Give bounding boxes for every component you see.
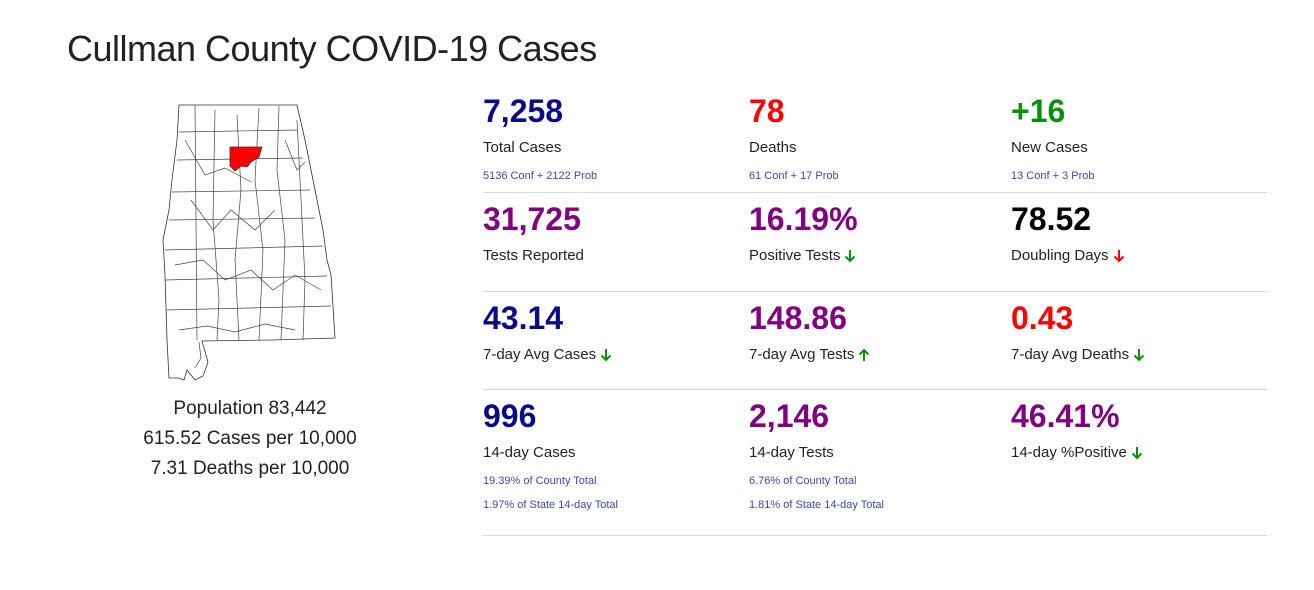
stat-value: 46.41% xyxy=(1011,398,1120,434)
stat-value: 31,725 xyxy=(483,201,581,237)
stat-value: 78.52 xyxy=(1011,201,1092,237)
cases-per-10000-text: 615.52 Cases per 10,000 xyxy=(143,428,357,449)
stat-14day-tests: 2,146 14-day Tests 6.76% of County Total… xyxy=(749,390,1011,535)
stat-label: 14-day %Positive xyxy=(1011,444,1127,461)
deaths-per-10000-text: 7.31 Deaths per 10,000 xyxy=(150,458,350,479)
stat-sub-text: 13 Conf + 3 Prob xyxy=(1011,170,1095,182)
arrow-down-icon xyxy=(1113,250,1124,263)
stat-label: Deaths xyxy=(749,139,797,156)
stat-label: Doubling Days xyxy=(1011,247,1109,264)
stat-tests-reported: 31,725 Tests Reported xyxy=(483,193,749,291)
stat-deaths: 78 Deaths 61 Conf + 17 Prob xyxy=(749,88,1011,192)
arrow-down-icon xyxy=(845,250,856,263)
county-summary: Population 83,442 615.52 Cases per 10,00… xyxy=(100,394,400,484)
stat-sub-text: 61 Conf + 17 Prob xyxy=(749,170,839,182)
stat-label: 14-day Cases xyxy=(483,444,576,461)
stat-7day-avg-cases: 43.14 7-day Avg Cases xyxy=(483,292,749,389)
stat-label: Positive Tests xyxy=(749,247,841,264)
stat-label: 14-day Tests xyxy=(749,444,834,461)
stat-sub-text: 1.97% of State 14-day Total xyxy=(483,499,618,511)
stat-label: 7-day Avg Cases xyxy=(483,346,597,363)
stat-positive-tests: 16.19% Positive Tests xyxy=(749,193,1011,291)
stat-sub-text: 1.81% of State 14-day Total xyxy=(749,499,884,511)
stat-14day-cases: 996 14-day Cases 19.39% of County Total … xyxy=(483,390,749,535)
stat-value: 0.43 xyxy=(1011,300,1074,336)
stat-total-cases: 7,258 Total Cases 5136 Conf + 2122 Prob xyxy=(483,88,749,192)
arrow-down-icon xyxy=(1131,447,1143,460)
stat-new-cases: +16 New Cases 13 Conf + 3 Prob xyxy=(1011,88,1267,192)
stat-label: New Cases xyxy=(1011,139,1088,156)
stats-row: 43.14 7-day Avg Cases 148.86 7-day Avg T… xyxy=(483,292,1267,390)
stat-value: 7,258 xyxy=(483,93,564,129)
cullman-county-highlight xyxy=(229,146,263,172)
stat-value: 996 xyxy=(483,398,537,434)
arrow-down-icon xyxy=(600,349,612,362)
stat-sub-text: 6.76% of County Total xyxy=(749,475,857,487)
stat-label: 7-day Avg Tests xyxy=(749,346,855,363)
population-text: Population 83,442 xyxy=(173,398,327,419)
stat-value: +16 xyxy=(1011,93,1066,129)
stat-label: 7-day Avg Deaths xyxy=(1011,346,1130,363)
stat-value: 16.19% xyxy=(749,201,858,237)
stat-14day-positive: 46.41% 14-day %Positive xyxy=(1011,390,1267,535)
alabama-county-map xyxy=(155,100,345,385)
stat-label: Total Cases xyxy=(483,139,562,156)
arrow-up-icon xyxy=(859,348,870,361)
stat-7day-avg-tests: 148.86 7-day Avg Tests xyxy=(749,292,1011,389)
stat-value: 78 xyxy=(749,93,785,129)
alabama-map-icon xyxy=(162,104,336,381)
stat-label: Tests Reported xyxy=(483,247,584,264)
stats-grid: 7,258 Total Cases 5136 Conf + 2122 Prob … xyxy=(483,88,1267,536)
stats-row: 7,258 Total Cases 5136 Conf + 2122 Prob … xyxy=(483,88,1267,193)
stat-7day-avg-deaths: 0.43 7-day Avg Deaths xyxy=(1011,292,1267,389)
stat-value: 43.14 xyxy=(483,300,564,336)
stats-row: 31,725 Tests Reported 16.19% Positive Te… xyxy=(483,193,1267,292)
arrow-down-icon xyxy=(1133,349,1145,362)
stat-value: 2,146 xyxy=(749,398,830,434)
stat-doubling-days: 78.52 Doubling Days xyxy=(1011,193,1267,291)
stat-sub-text: 5136 Conf + 2122 Prob xyxy=(483,170,598,182)
stats-row: 996 14-day Cases 19.39% of County Total … xyxy=(483,390,1267,536)
stat-sub-text: 19.39% of County Total xyxy=(483,475,597,487)
stat-value: 148.86 xyxy=(749,300,847,336)
page-title: Cullman County COVID-19 Cases xyxy=(67,28,597,69)
